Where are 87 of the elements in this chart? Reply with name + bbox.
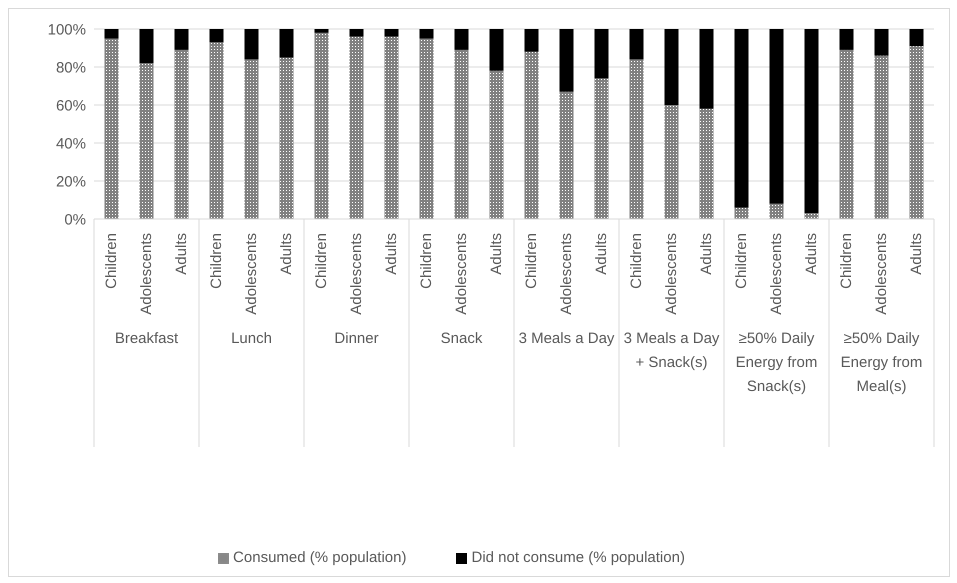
bar bbox=[804, 29, 818, 214]
bar bbox=[244, 59, 258, 219]
bar bbox=[874, 29, 888, 56]
bar bbox=[594, 29, 608, 78]
y-tick-label: 20% bbox=[56, 173, 86, 190]
text: 3 Meals a Day + Snack(s) bbox=[622, 329, 720, 373]
bar bbox=[140, 29, 154, 64]
bar bbox=[210, 29, 224, 42]
legend-label: Did not consume (% population) bbox=[471, 549, 685, 566]
bar bbox=[104, 38, 118, 219]
bar bbox=[874, 56, 888, 219]
bar bbox=[840, 29, 854, 50]
x-tick-label: Children bbox=[523, 233, 540, 289]
bar bbox=[910, 29, 924, 46]
x-tick-label: Adults bbox=[383, 233, 400, 275]
bar bbox=[490, 70, 504, 219]
x-tick-label: Adults bbox=[173, 233, 190, 275]
x-tick-label: Children bbox=[313, 233, 330, 289]
bar bbox=[630, 29, 644, 60]
bar bbox=[664, 105, 678, 219]
x-tick-label: Children bbox=[208, 233, 225, 289]
x-tick-label: Adolescents bbox=[558, 233, 575, 315]
text: Breakfast bbox=[114, 329, 180, 349]
x-tick-label: Adults bbox=[488, 233, 505, 275]
text: Snack bbox=[440, 329, 484, 349]
text: 3 Meals a Day bbox=[518, 329, 616, 349]
bar bbox=[350, 36, 364, 219]
x-tick-label: Adults bbox=[698, 233, 715, 275]
x-tick-label: Adolescents bbox=[873, 233, 890, 315]
bar bbox=[210, 42, 224, 219]
bar bbox=[244, 29, 258, 60]
bar bbox=[560, 92, 574, 219]
x-tick-label: Adolescents bbox=[243, 233, 260, 315]
bar bbox=[630, 59, 644, 219]
x-tick-label: Adolescents bbox=[453, 233, 470, 315]
text: ≥50% Daily Energy from Snack(s) bbox=[734, 329, 818, 397]
bar bbox=[384, 36, 398, 219]
bar bbox=[734, 29, 748, 208]
bar bbox=[454, 29, 468, 50]
bar bbox=[770, 29, 784, 204]
legend-label: Consumed (% population) bbox=[233, 549, 406, 566]
bar bbox=[420, 29, 434, 38]
x-tick-label: Adults bbox=[803, 233, 820, 275]
y-tick-label: 40% bbox=[56, 135, 86, 152]
x-tick-label: Children bbox=[103, 233, 120, 289]
x-tick-label: Adults bbox=[278, 233, 295, 275]
x-tick-label: Adolescents bbox=[663, 233, 680, 315]
y-tick-label: 100% bbox=[48, 21, 86, 38]
bar bbox=[420, 38, 434, 219]
bar bbox=[174, 29, 188, 50]
text: Dinner bbox=[333, 329, 380, 349]
bar bbox=[490, 29, 504, 71]
text: Lunch bbox=[230, 329, 273, 349]
x-tick-label: Children bbox=[418, 233, 435, 289]
bar bbox=[840, 50, 854, 219]
x-tick-label: Adolescents bbox=[138, 233, 155, 315]
bar bbox=[454, 50, 468, 219]
bar bbox=[700, 108, 714, 219]
bar bbox=[734, 208, 748, 219]
text: ≥50% Daily Energy from Meal(s) bbox=[840, 329, 924, 397]
bar bbox=[524, 52, 538, 219]
bar bbox=[700, 29, 714, 109]
bar bbox=[384, 29, 398, 37]
bar bbox=[770, 204, 784, 219]
bar bbox=[910, 46, 924, 219]
bar bbox=[174, 50, 188, 219]
y-tick-label: 60% bbox=[56, 97, 86, 114]
x-tick-label: Adults bbox=[593, 233, 610, 275]
y-tick-label: 0% bbox=[64, 211, 86, 228]
bar bbox=[104, 29, 118, 38]
bar bbox=[280, 29, 294, 58]
bar bbox=[314, 32, 328, 219]
x-tick-label: Adolescents bbox=[768, 233, 785, 315]
bar bbox=[314, 29, 328, 33]
bar bbox=[664, 29, 678, 105]
x-tick-label: Children bbox=[733, 233, 750, 289]
bar bbox=[524, 29, 538, 52]
bar bbox=[350, 29, 364, 37]
y-tick-label: 80% bbox=[56, 59, 86, 76]
bar bbox=[594, 78, 608, 219]
x-tick-label: Children bbox=[628, 233, 645, 289]
bar bbox=[140, 63, 154, 219]
bar bbox=[280, 58, 294, 219]
x-tick-label: Adolescents bbox=[348, 233, 365, 315]
x-tick-label: Adults bbox=[908, 233, 925, 275]
bar bbox=[560, 29, 574, 92]
x-tick-label: Children bbox=[838, 233, 855, 289]
